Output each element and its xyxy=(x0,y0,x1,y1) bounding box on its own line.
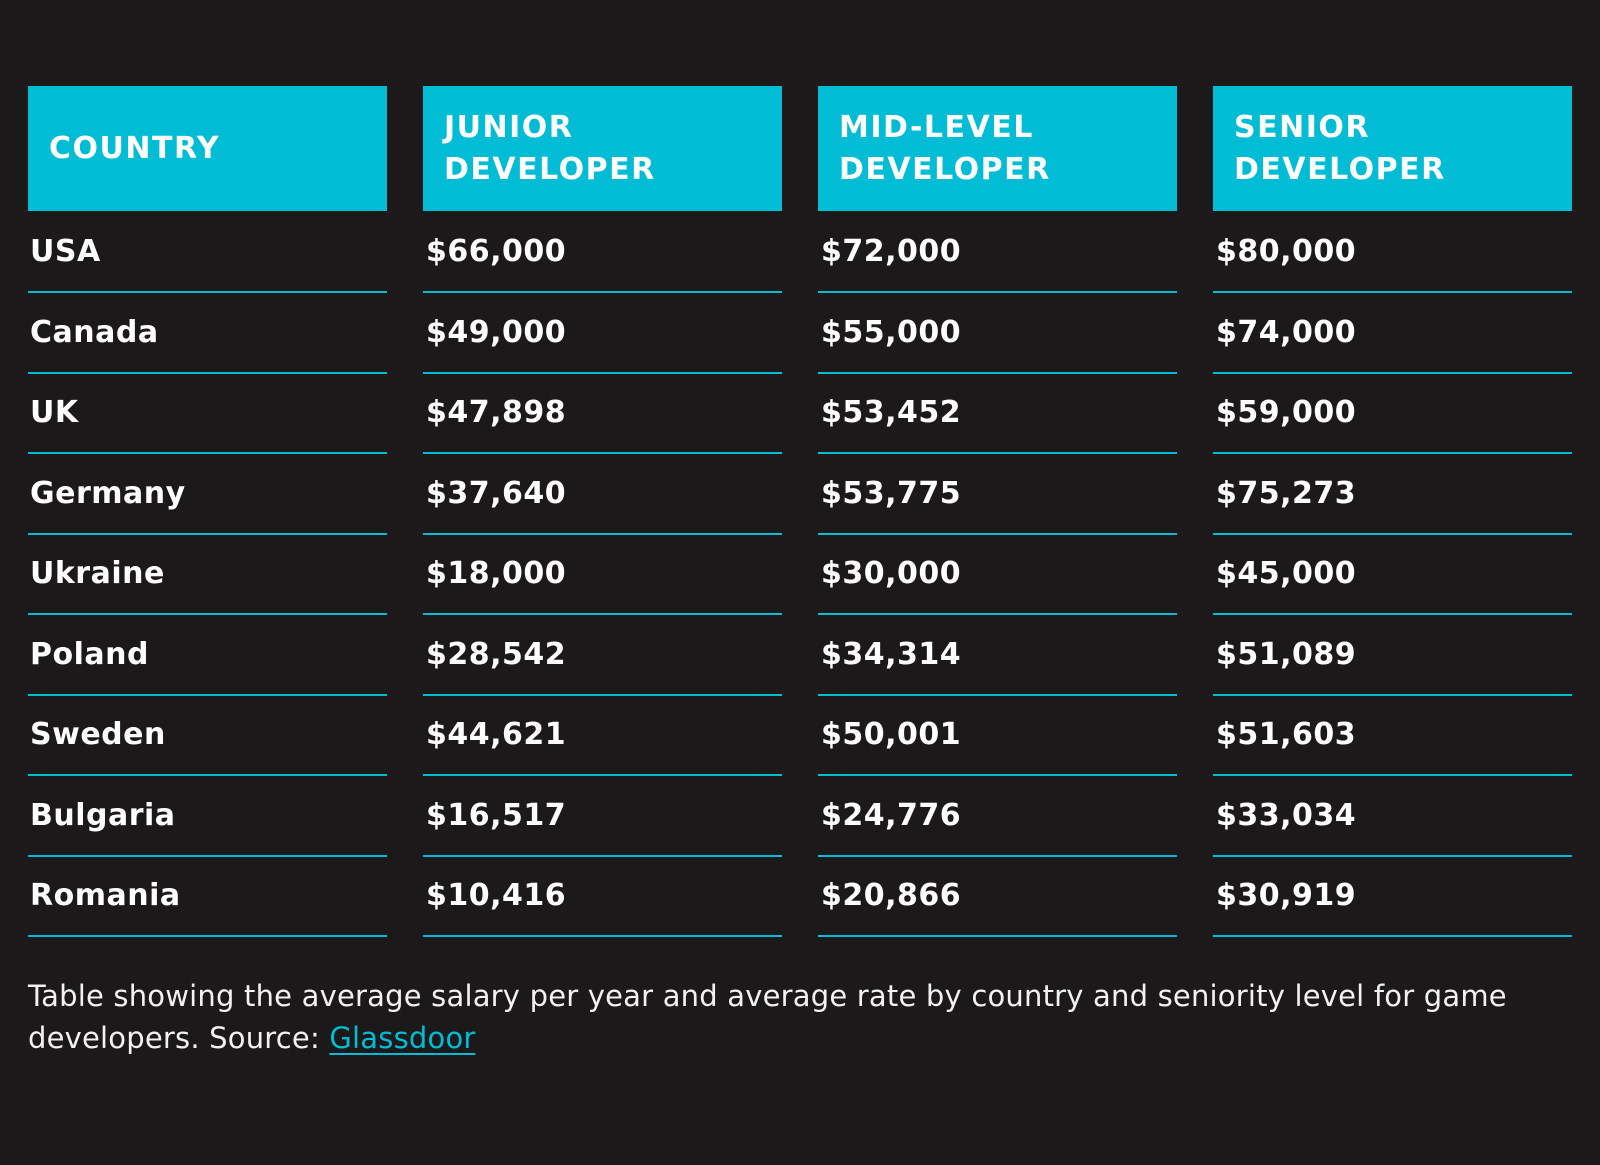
junior-salary-cell: $37,640 xyxy=(423,454,782,535)
glassdoor-link[interactable]: Glassdoor xyxy=(329,1021,476,1055)
mid-level-salary-cell: $53,775 xyxy=(818,454,1177,535)
senior-salary-cell: $33,034 xyxy=(1213,776,1572,857)
country-cell: Germany xyxy=(28,454,387,535)
junior-salary-cell: $66,000 xyxy=(423,211,782,293)
senior-salary-cell: $45,000 xyxy=(1213,535,1572,615)
junior-salary-cell: $44,621 xyxy=(423,696,782,776)
junior-salary-cell: $16,517 xyxy=(423,776,782,857)
table-row: Canada $49,000 $55,000 $74,000 xyxy=(28,293,1572,374)
senior-salary-cell: $80,000 xyxy=(1213,211,1572,293)
senior-salary-cell: $30,919 xyxy=(1213,857,1572,937)
country-cell: Canada xyxy=(28,293,387,374)
header-label-senior-developer: SENIOR DEVELOPER xyxy=(1234,109,1446,187)
mid-level-salary-cell: $72,000 xyxy=(818,211,1177,293)
mid-level-salary-cell: $50,001 xyxy=(818,696,1177,776)
mid-level-salary-cell: $30,000 xyxy=(818,535,1177,615)
table-header-row: COUNTRY JUNIOR DEVELOPER MID-LEVEL DEVEL… xyxy=(28,86,1572,211)
senior-salary-cell: $51,089 xyxy=(1213,615,1572,696)
country-cell: Poland xyxy=(28,615,387,696)
mid-level-salary-cell: $20,866 xyxy=(818,857,1177,937)
country-cell: Sweden xyxy=(28,696,387,776)
senior-salary-cell: $59,000 xyxy=(1213,374,1572,454)
table-row: Sweden $44,621 $50,001 $51,603 xyxy=(28,696,1572,776)
country-cell: USA xyxy=(28,211,387,293)
junior-salary-cell: $10,416 xyxy=(423,857,782,937)
table-row: USA $66,000 $72,000 $80,000 xyxy=(28,211,1572,293)
header-label-mid-level-developer: MID-LEVEL DEVELOPER xyxy=(839,109,1051,187)
table-row: Romania $10,416 $20,866 $30,919 xyxy=(28,857,1572,937)
header-cell-senior-developer: SENIOR DEVELOPER xyxy=(1213,86,1572,211)
junior-salary-cell: $18,000 xyxy=(423,535,782,615)
country-cell: UK xyxy=(28,374,387,454)
senior-salary-cell: $75,273 xyxy=(1213,454,1572,535)
table-caption: Table showing the average salary per yea… xyxy=(28,975,1528,1059)
mid-level-salary-cell: $53,452 xyxy=(818,374,1177,454)
table-row: Poland $28,542 $34,314 $51,089 xyxy=(28,615,1572,696)
senior-salary-cell: $51,603 xyxy=(1213,696,1572,776)
table-row: Bulgaria $16,517 $24,776 $33,034 xyxy=(28,776,1572,857)
country-cell: Romania xyxy=(28,857,387,937)
header-cell-mid-level-developer: MID-LEVEL DEVELOPER xyxy=(818,86,1177,211)
table-row: Germany $37,640 $53,775 $75,273 xyxy=(28,454,1572,535)
caption-text: Table showing the average salary per yea… xyxy=(28,979,1507,1055)
header-label-country: COUNTRY xyxy=(49,130,221,166)
country-cell: Ukraine xyxy=(28,535,387,615)
country-cell: Bulgaria xyxy=(28,776,387,857)
junior-salary-cell: $49,000 xyxy=(423,293,782,374)
header-label-junior-developer: JUNIOR DEVELOPER xyxy=(444,109,656,187)
mid-level-salary-cell: $34,314 xyxy=(818,615,1177,696)
mid-level-salary-cell: $24,776 xyxy=(818,776,1177,857)
junior-salary-cell: $28,542 xyxy=(423,615,782,696)
salary-table: COUNTRY JUNIOR DEVELOPER MID-LEVEL DEVEL… xyxy=(28,86,1572,937)
junior-salary-cell: $47,898 xyxy=(423,374,782,454)
header-cell-junior-developer: JUNIOR DEVELOPER xyxy=(423,86,782,211)
table-row: UK $47,898 $53,452 $59,000 xyxy=(28,374,1572,454)
header-cell-country: COUNTRY xyxy=(28,86,387,211)
mid-level-salary-cell: $55,000 xyxy=(818,293,1177,374)
senior-salary-cell: $74,000 xyxy=(1213,293,1572,374)
table-row: Ukraine $18,000 $30,000 $45,000 xyxy=(28,535,1572,615)
table-body: USA $66,000 $72,000 $80,000 Canada $49,0… xyxy=(28,211,1572,937)
